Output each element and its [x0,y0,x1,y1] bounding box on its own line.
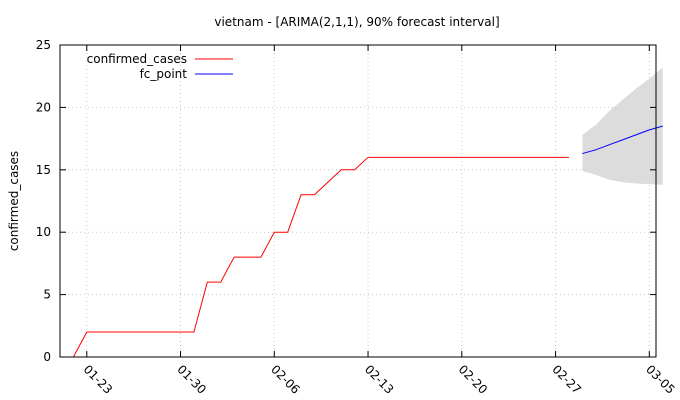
legend-label: fc_point [140,67,188,81]
y-axis-label: confirmed_cases [7,151,21,251]
y-tick-label: 0 [43,350,51,364]
y-tick-label: 20 [36,100,51,114]
x-tick-label: 03-05 [643,362,678,397]
y-axis: 0 5 10 15 20 25 [36,38,656,364]
x-tick-label: 02-20 [456,362,491,397]
series-line-fc-point [582,125,663,155]
legend-label: confirmed_cases [87,52,187,66]
chart-title: vietnam - [ARIMA(2,1,1), 90% forecast in… [214,15,499,29]
x-tick-label: 02-13 [362,362,397,397]
x-tick-label: 01-23 [81,362,116,397]
x-tick-label: 01-30 [174,362,209,397]
y-tick-label: 25 [36,38,51,52]
forecast-interval-area [582,67,663,185]
y-tick-label: 10 [36,225,51,239]
x-tick-label: 02-27 [549,362,584,397]
forecast-interval-band [582,67,663,185]
y-tick-label: 5 [43,288,51,302]
series-line-confirmed-cases [72,156,569,358]
grid [60,45,656,357]
plot-frame [59,44,657,358]
series-lines [72,125,663,358]
x-tick-label: 02-06 [268,362,303,397]
y-tick-label: 15 [36,163,51,177]
x-axis: 01-23 01-30 02-06 02-13 02-20 02-27 03-05 [81,45,678,397]
